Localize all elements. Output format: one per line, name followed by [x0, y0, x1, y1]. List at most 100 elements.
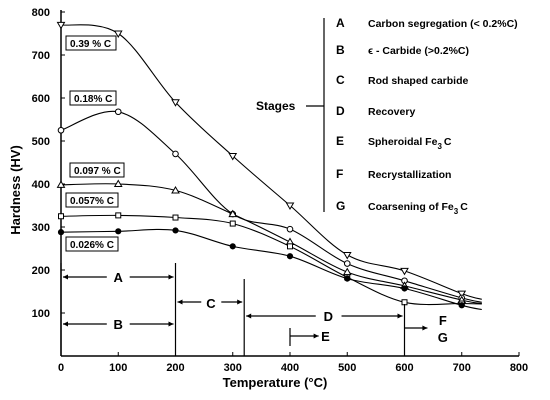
data-point-4-5	[344, 275, 351, 282]
stage-letter: C	[336, 73, 345, 87]
data-point-1-1	[114, 108, 122, 116]
x-tick-label: 300	[224, 362, 242, 374]
range-e-arrow-head	[313, 333, 319, 339]
data-point-3-0	[58, 213, 64, 220]
stage-description: Spheroidal Fe3 C	[368, 136, 452, 151]
x-axis-label: Temperature (°C)	[223, 375, 328, 390]
series-label-box	[65, 236, 119, 252]
x-tick-label: 400	[281, 362, 299, 374]
series-line-1	[60, 110, 482, 303]
stage-description: Recovery	[368, 106, 415, 118]
stage-description: ϵ - Carbide (>0.2%C)	[368, 45, 469, 57]
range-b-arrow-right-head	[168, 321, 174, 327]
data-point-2-3	[228, 209, 238, 218]
stage-letter: F	[336, 167, 343, 181]
stage-description: Recrystallization	[368, 169, 451, 181]
x-tick-label: 600	[395, 362, 413, 374]
series-label-text: 0.39 % C	[70, 39, 111, 50]
range-label: E	[321, 329, 330, 344]
range-d-arrow-right-head	[397, 313, 403, 319]
series-label-box	[69, 90, 117, 106]
x-tick-label: 0	[58, 362, 64, 374]
data-point-0-5	[342, 251, 352, 260]
range-f-arrow-head	[422, 325, 428, 331]
data-point-2-1	[113, 179, 123, 187]
stage-description: Carbon segregation (< 0.2%C)	[368, 18, 518, 30]
axes: 0 100 200 300 400 500 600 700 800 100 200 300 400 500…	[32, 7, 529, 374]
series-label-box	[65, 192, 119, 208]
x-tick-label: 500	[338, 362, 356, 374]
range-label: G	[438, 330, 448, 345]
data-point-3-3	[229, 220, 236, 227]
data-point-2-2	[171, 185, 180, 194]
stage-letter: D	[336, 104, 345, 118]
range-label: A	[114, 270, 124, 285]
series-label-text: 0.026% C	[70, 240, 114, 251]
data-point-3-1	[115, 212, 122, 219]
series-line-4	[60, 228, 482, 311]
data-point-0-4	[285, 202, 295, 210]
x-tick-label: 800	[510, 362, 528, 374]
data-point-0-3	[228, 153, 238, 161]
stages-legend: Stages A Carbon segregation (< 0.2%C) B ϵ - …	[256, 16, 518, 216]
data-point-1-4	[286, 225, 294, 233]
range-b-arrow-left-head	[63, 321, 68, 327]
y-tick-label: 700	[32, 50, 50, 62]
series-labels: 0.39 % C 0.18% C 0.097 % C 0.057% C 0.026% C	[65, 35, 125, 252]
range-label: D	[324, 309, 333, 324]
series-label-box	[69, 162, 125, 178]
data-point-1-2	[172, 150, 179, 158]
data-point-4-3	[229, 243, 236, 250]
data-point-4-1	[115, 228, 122, 235]
y-tick-label: 200	[32, 265, 50, 277]
y-axis-label: Hardness (HV)	[8, 145, 23, 235]
data-point-0-0	[56, 21, 66, 30]
y-tick-label: 300	[32, 222, 50, 234]
series-line-0	[60, 24, 482, 300]
data-point-4-6	[401, 285, 408, 292]
data-point-0-7	[457, 290, 467, 299]
x-tick-label: 700	[453, 362, 471, 374]
range-label: C	[206, 296, 216, 311]
data-point-1-0	[57, 126, 65, 134]
x-tick-label: 200	[166, 362, 184, 374]
y-tick-label: 600	[32, 93, 50, 105]
range-label: B	[114, 317, 123, 332]
data-point-3-2	[172, 214, 179, 221]
range-a-arrow-left-head	[63, 274, 68, 280]
range-d-arrow-left-head	[246, 313, 252, 319]
series-label-text: 0.18% C	[74, 94, 112, 105]
series-markers	[56, 21, 467, 309]
data-point-0-1	[113, 30, 123, 38]
stage-description: Rod shaped carbide	[368, 75, 469, 87]
series-label-text: 0.097 % C	[74, 166, 121, 177]
stage-letter: E	[336, 134, 344, 148]
stage-letter: G	[336, 199, 345, 213]
y-tick-label: 800	[32, 7, 50, 19]
data-point-4-2	[172, 227, 179, 234]
y-tick-label: 400	[32, 179, 50, 191]
series-line-3	[60, 214, 482, 306]
range-c-arrow-right-head	[237, 299, 243, 305]
range-c-arrow-left-head	[177, 299, 183, 305]
data-point-4-7	[458, 302, 465, 309]
temperature-ranges: A B C DE FG	[60, 263, 448, 356]
data-point-4-0	[57, 229, 65, 236]
data-point-1-5	[343, 260, 351, 267]
stage-letter: A	[336, 16, 345, 30]
y-tick-label: 100	[32, 308, 50, 320]
y-tick-label: 500	[32, 136, 50, 148]
stage-description: Coarsening of Fe3 C	[368, 201, 468, 216]
x-tick-label: 100	[109, 362, 127, 374]
range-label: F	[439, 313, 447, 328]
series-label-box	[65, 35, 117, 51]
data-point-0-6	[400, 267, 409, 276]
data-point-2-0	[56, 180, 66, 188]
series-label-text: 0.057% C	[70, 196, 114, 207]
stages-title: Stages	[256, 99, 296, 113]
data-point-0-2	[171, 99, 180, 107]
stage-letter: B	[336, 43, 345, 57]
data-point-4-4	[286, 253, 294, 260]
data-point-3-4	[287, 243, 293, 250]
range-a-arrow-right-head	[168, 274, 174, 280]
